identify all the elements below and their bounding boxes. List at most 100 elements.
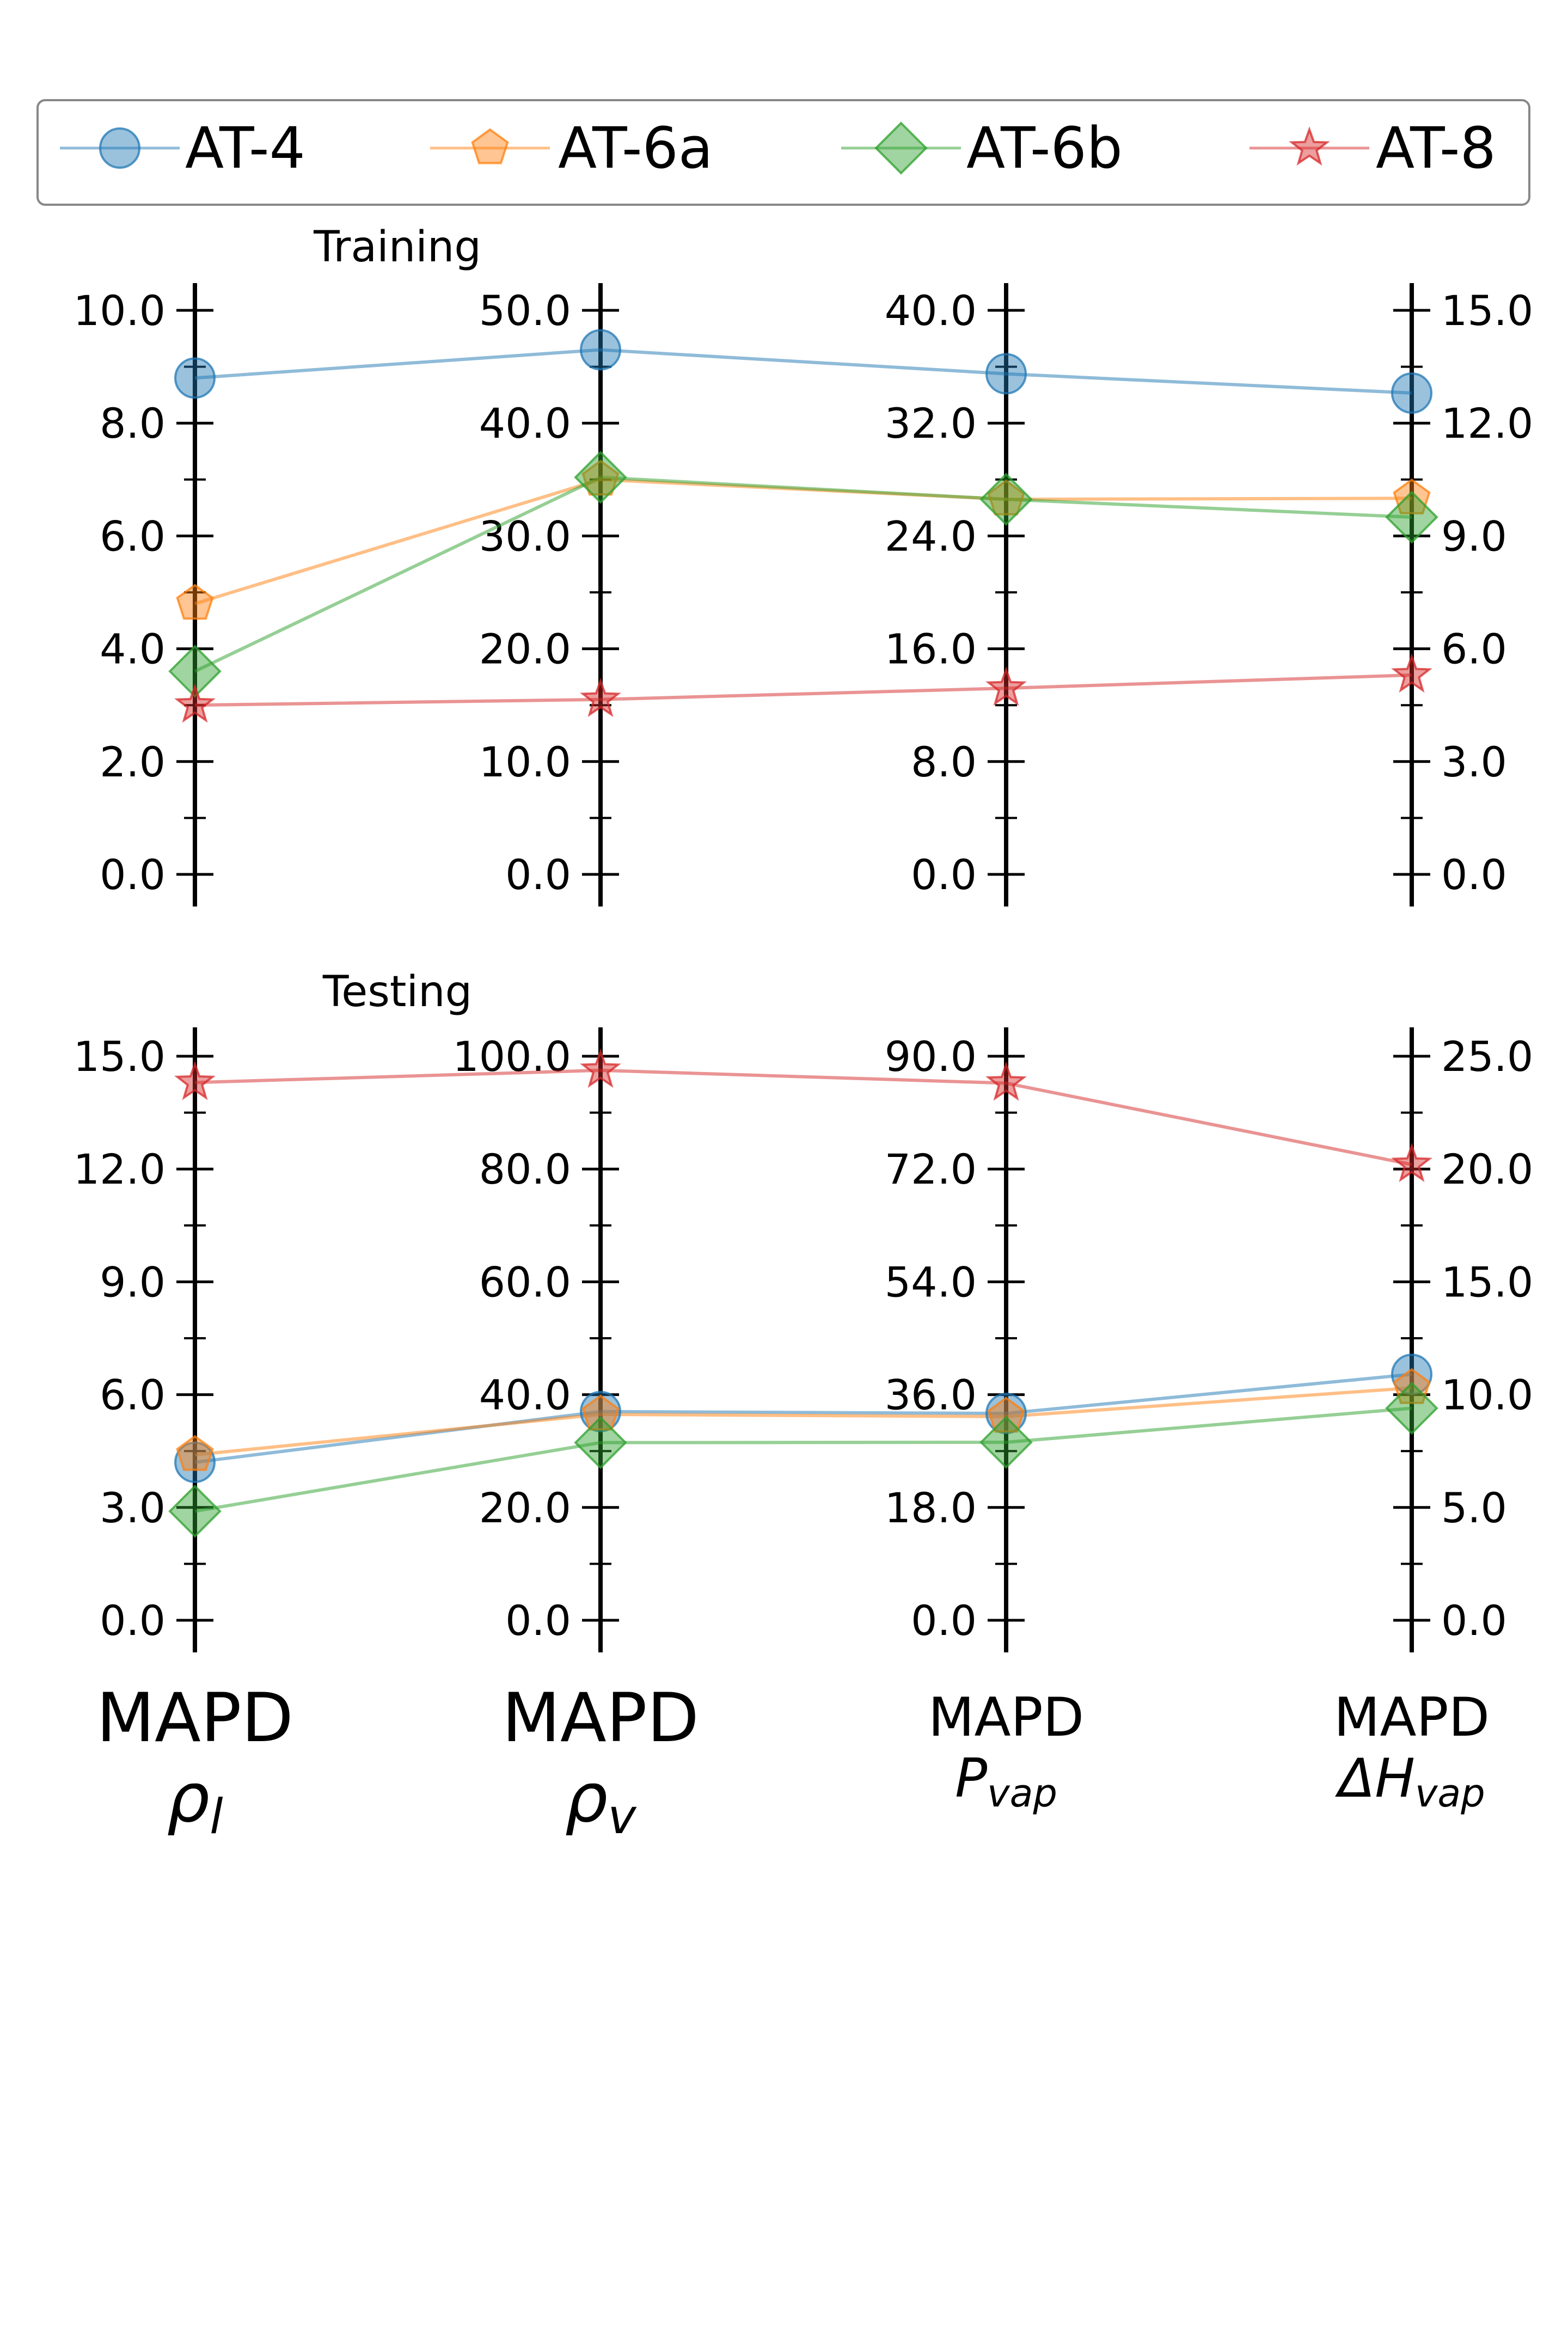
data-point-at-4-p_vap-testing — [985, 1393, 1027, 1435]
data-point-at-4-dh_vap-training — [1391, 372, 1432, 414]
data-point-at-8-p_vap-training — [985, 666, 1027, 706]
tick-label: 32.0 — [885, 399, 977, 448]
axis-symbol: ΔH — [1334, 1748, 1415, 1810]
tick-label: 60.0 — [479, 1258, 571, 1306]
data-point-at-6a-dh_vap-testing — [1393, 1368, 1431, 1404]
legend-label-at-6a: AT-6a — [558, 115, 713, 181]
legend-frame — [36, 99, 1530, 206]
tick-label: 0.0 — [911, 1596, 977, 1645]
tick-label: 8.0 — [911, 738, 977, 786]
axis-rho_l-testing: 0.0 3.0 6.0 9.0 12.0 15.0 — [74, 1027, 213, 1652]
tick-label: 15.0 — [74, 1032, 166, 1081]
tick-label: 15.0 — [1441, 286, 1533, 335]
data-point-at-6a-rho_v-testing — [581, 1394, 620, 1431]
axis-label-top: MAPD — [502, 1679, 699, 1757]
data-point-at-8-p_vap-testing — [985, 1061, 1027, 1101]
tick-label: 10.0 — [74, 286, 166, 335]
tick-label: 6.0 — [100, 512, 166, 560]
tick-label: 0.0 — [1441, 850, 1507, 899]
data-point-at-6b-p_vap-training — [979, 473, 1033, 526]
legend-label-at-8: AT-8 — [1376, 115, 1496, 181]
tick-label: 6.0 — [1441, 625, 1507, 673]
data-point-at-6a-rho_v-training — [581, 460, 620, 496]
tick-label: 54.0 — [885, 1258, 977, 1306]
axis-label-symbol: ρv — [565, 1759, 638, 1845]
series-line-at-4-training — [194, 348, 1412, 395]
data-point-at-6b-rho_v-testing — [574, 1416, 627, 1469]
tick-label: 12.0 — [1441, 399, 1533, 448]
legend-entry-at-4: AT-4 — [60, 115, 305, 181]
tick-label: 24.0 — [885, 512, 977, 560]
tick-label: 30.0 — [479, 512, 571, 560]
legend-label-at-4: AT-4 — [185, 115, 305, 181]
data-point-at-6b-dh_vap-testing — [1385, 1381, 1438, 1435]
panel-testing: Testing 0.0 3.0 6.0 9.0 12.0 15.0 0.0 20.0 40.0 60… — [74, 967, 1533, 1652]
tick-label: 3.0 — [100, 1484, 166, 1532]
data-point-at-6a-p_vap-training — [987, 479, 1025, 516]
series-line-at-6b-testing — [194, 1406, 1412, 1513]
axis-symbol: P — [955, 1748, 987, 1810]
panel-training: Training 0.0 2.0 4.0 6.0 8.0 10.0 0.0 10.0 20.0 30… — [74, 223, 1533, 906]
tick-label: 80.0 — [479, 1145, 571, 1193]
data-point-at-8-rho_v-training — [580, 677, 621, 718]
legend-entry-at-8: AT-8 — [1250, 115, 1496, 181]
data-point-at-4-rho_l-training — [174, 357, 216, 399]
axis-rho_v-training: 0.0 10.0 20.0 30.0 40.0 50.0 — [479, 283, 619, 906]
data-point-at-6b-rho_l-testing — [168, 1484, 222, 1538]
series-line-at-8-training — [194, 673, 1412, 707]
tick-label: 90.0 — [885, 1032, 977, 1081]
axis-subscript: vap — [987, 1771, 1057, 1816]
data-point-at-6a-p_vap-testing — [987, 1396, 1025, 1433]
legend-marker-at-6a — [471, 128, 509, 164]
legend-label-at-6b: AT-6b — [966, 115, 1123, 181]
tick-label: 0.0 — [100, 1596, 166, 1645]
axis-label-top: MAPD — [1334, 1687, 1490, 1749]
axis-subscript: v — [608, 1788, 637, 1845]
axis-label-symbol: Pvap — [955, 1748, 1057, 1816]
tick-label: 0.0 — [505, 850, 571, 899]
data-point-at-4-rho_v-training — [580, 329, 621, 371]
axis-label-top: MAPD — [928, 1687, 1084, 1749]
tick-label: 20.0 — [1441, 1145, 1533, 1193]
legend-entry-at-6a: AT-6a — [430, 115, 713, 181]
tick-label: 16.0 — [885, 625, 977, 673]
legend-marker-at-6b — [874, 121, 928, 175]
axis-label-top: MAPD — [96, 1679, 293, 1757]
data-point-at-6a-dh_vap-training — [1393, 478, 1431, 514]
tick-label: 18.0 — [885, 1484, 977, 1532]
tick-label: 15.0 — [1441, 1258, 1533, 1306]
data-point-at-4-rho_l-testing — [174, 1441, 216, 1483]
data-point-at-8-rho_l-testing — [174, 1061, 216, 1100]
tick-label: 0.0 — [1441, 1596, 1507, 1645]
data-point-at-6b-dh_vap-training — [1385, 491, 1438, 544]
tick-label: 36.0 — [885, 1371, 977, 1419]
tick-label: 8.0 — [100, 399, 166, 448]
data-point-at-6a-rho_l-testing — [176, 1435, 214, 1471]
tick-label: 0.0 — [100, 850, 166, 899]
tick-label: 6.0 — [100, 1371, 166, 1419]
axis-subscript: l — [210, 1788, 223, 1845]
data-point-at-6b-rho_v-training — [574, 450, 627, 504]
legend: AT-4 AT-6a AT-6b AT-8 — [36, 99, 1530, 206]
tick-label: 9.0 — [1441, 512, 1507, 560]
series-line-at-6b-training — [194, 475, 1412, 673]
axis-dh_vap-training: 0.0 3.0 6.0 9.0 12.0 15.0 — [1393, 283, 1533, 906]
axis-dh_vap-testing: 0.0 5.0 10.0 15.0 20.0 25.0 — [1393, 1027, 1533, 1652]
tick-label: 40.0 — [479, 399, 571, 448]
data-point-at-8-dh_vap-testing — [1391, 1143, 1432, 1183]
tick-label: 0.0 — [911, 850, 977, 899]
tick-label: 40.0 — [885, 286, 977, 335]
tick-label: 10.0 — [1441, 1371, 1533, 1419]
data-point-at-8-rho_v-testing — [580, 1049, 621, 1088]
data-point-at-4-dh_vap-testing — [1391, 1353, 1432, 1395]
panel-title-training: Training — [313, 223, 481, 272]
series-line-at-4-testing — [194, 1373, 1412, 1464]
legend-entry-at-6b: AT-6b — [841, 115, 1123, 181]
data-point-at-6b-p_vap-testing — [979, 1416, 1033, 1469]
tick-label: 4.0 — [100, 625, 166, 673]
tick-label: 25.0 — [1441, 1032, 1533, 1081]
